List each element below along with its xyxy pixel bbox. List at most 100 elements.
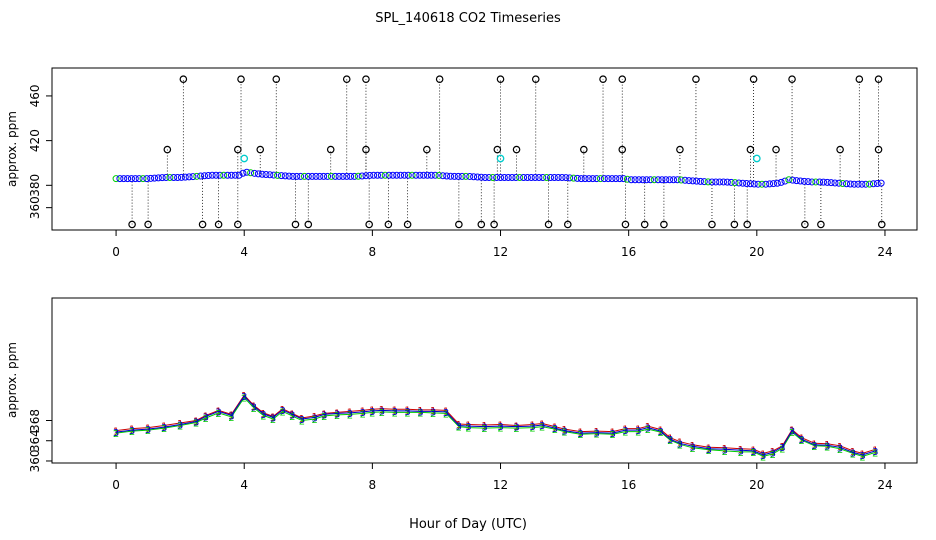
bottom-series-marker-2: 2 xyxy=(497,424,503,435)
bottom-series-marker-3: 3 xyxy=(658,427,664,438)
top-series-point xyxy=(312,172,320,180)
top-series-point xyxy=(727,178,735,186)
bottom-series-marker-2: 2 xyxy=(456,423,462,434)
bottom-x-tick-label: 24 xyxy=(877,478,892,492)
top-series-point xyxy=(581,175,589,183)
top-series-point xyxy=(743,179,751,187)
bottom-series-marker-3: 3 xyxy=(667,435,673,446)
top-series-point xyxy=(350,172,358,180)
top-series-point xyxy=(846,180,854,188)
bottom-plot-box xyxy=(51,297,918,464)
bottom-series-marker-2: 2 xyxy=(609,430,615,441)
bottom-series-marker-3: 3 xyxy=(497,422,503,433)
top-series-point xyxy=(197,172,205,180)
top-spike-mid-point xyxy=(746,145,755,154)
top-series-point xyxy=(189,173,197,181)
top-spike-low-point xyxy=(640,220,649,229)
top-series-point xyxy=(681,176,689,184)
top-series-point xyxy=(546,173,554,181)
top-spike-mid-point xyxy=(618,145,627,154)
bottom-series-marker-3: 3 xyxy=(145,425,151,436)
top-spike-high-point xyxy=(272,75,281,83)
top-series-point xyxy=(539,173,547,181)
top-series-point xyxy=(873,179,881,187)
top-series-point xyxy=(808,178,816,186)
top-series-point xyxy=(635,176,643,184)
top-spike-low-point xyxy=(477,220,486,229)
top-series-point xyxy=(670,176,678,184)
bottom-series-marker-2: 2 xyxy=(270,415,276,426)
top-spike-mid-point xyxy=(256,145,265,154)
top-spike-low-point xyxy=(198,220,207,229)
bottom-series-marker-3: 3 xyxy=(738,446,744,457)
bottom-series-marker-2: 2 xyxy=(417,408,423,419)
top-plot-box xyxy=(51,67,918,231)
bottom-y-axis-label: approx. ppm xyxy=(5,342,19,418)
top-series-point xyxy=(643,176,651,184)
bottom-series-marker-2: 2 xyxy=(251,404,257,415)
top-series-point xyxy=(435,171,443,179)
top-series-point xyxy=(120,175,128,183)
bottom-series-marker-3: 3 xyxy=(392,407,398,418)
top-series-point xyxy=(370,171,378,179)
bottom-series-marker-3: 3 xyxy=(289,410,295,421)
top-series-point xyxy=(427,171,435,179)
bottom-series-marker-2: 2 xyxy=(321,412,327,423)
top-series-point xyxy=(347,172,355,180)
top-series-point xyxy=(781,177,789,185)
top-series-point xyxy=(758,180,766,188)
bottom-series-marker-3: 3 xyxy=(690,442,696,453)
bottom-series-marker-2: 2 xyxy=(392,408,398,419)
bottom-series-marker-1: 1 xyxy=(270,412,276,423)
top-series-point xyxy=(693,177,701,185)
bottom-series-marker-3: 3 xyxy=(779,443,785,454)
top-spike-high-point xyxy=(618,75,627,83)
top-series-point xyxy=(224,171,232,179)
top-series-point xyxy=(381,171,389,179)
bottom-series-marker-2: 2 xyxy=(369,408,375,419)
top-series-point xyxy=(793,177,801,185)
top-series-point xyxy=(439,172,447,180)
bottom-series-marker-2: 2 xyxy=(334,411,340,422)
bottom-series-marker-2: 2 xyxy=(145,426,151,437)
top-spike-low-point xyxy=(544,220,553,229)
top-series-point xyxy=(277,172,285,180)
top-series-point xyxy=(512,173,520,181)
bottom-series-marker-3: 3 xyxy=(539,421,545,432)
top-spike-low-point xyxy=(128,220,136,229)
top-spike-mid-point xyxy=(234,145,242,154)
top-series-point xyxy=(316,172,324,180)
top-spike-low-point xyxy=(660,220,668,229)
top-series-point xyxy=(658,176,666,184)
top-series-point xyxy=(158,174,166,182)
top-spike-high-point xyxy=(531,75,540,83)
top-series-point xyxy=(627,176,635,184)
top-series-point xyxy=(327,172,335,180)
top-series-point xyxy=(639,176,647,184)
top-spike-mid-point xyxy=(836,145,844,154)
top-series-point xyxy=(227,171,235,179)
bottom-series-marker-3: 3 xyxy=(113,428,119,439)
top-series-point xyxy=(281,172,289,180)
top-series-point xyxy=(716,178,724,186)
top-series-point xyxy=(143,175,151,183)
bottom-series-marker-2: 2 xyxy=(529,424,535,435)
top-series-point xyxy=(866,180,874,188)
top-series-point xyxy=(243,168,251,176)
top-cyan-point xyxy=(752,154,761,163)
top-series-point xyxy=(504,173,512,181)
top-series-point xyxy=(827,179,835,187)
top-series-point xyxy=(377,171,385,179)
top-series-point xyxy=(174,173,182,181)
top-spike-low-point xyxy=(291,220,300,229)
top-series-point xyxy=(231,171,239,179)
top-series-point xyxy=(508,173,516,181)
top-series-point xyxy=(854,180,862,188)
top-series-point xyxy=(596,175,604,183)
top-series-point xyxy=(193,172,201,180)
top-series-point xyxy=(650,176,658,184)
top-cyan-point xyxy=(240,154,249,163)
top-series-point xyxy=(850,180,858,188)
bottom-x-tick-label: 12 xyxy=(493,478,508,492)
top-series-point xyxy=(481,173,489,181)
